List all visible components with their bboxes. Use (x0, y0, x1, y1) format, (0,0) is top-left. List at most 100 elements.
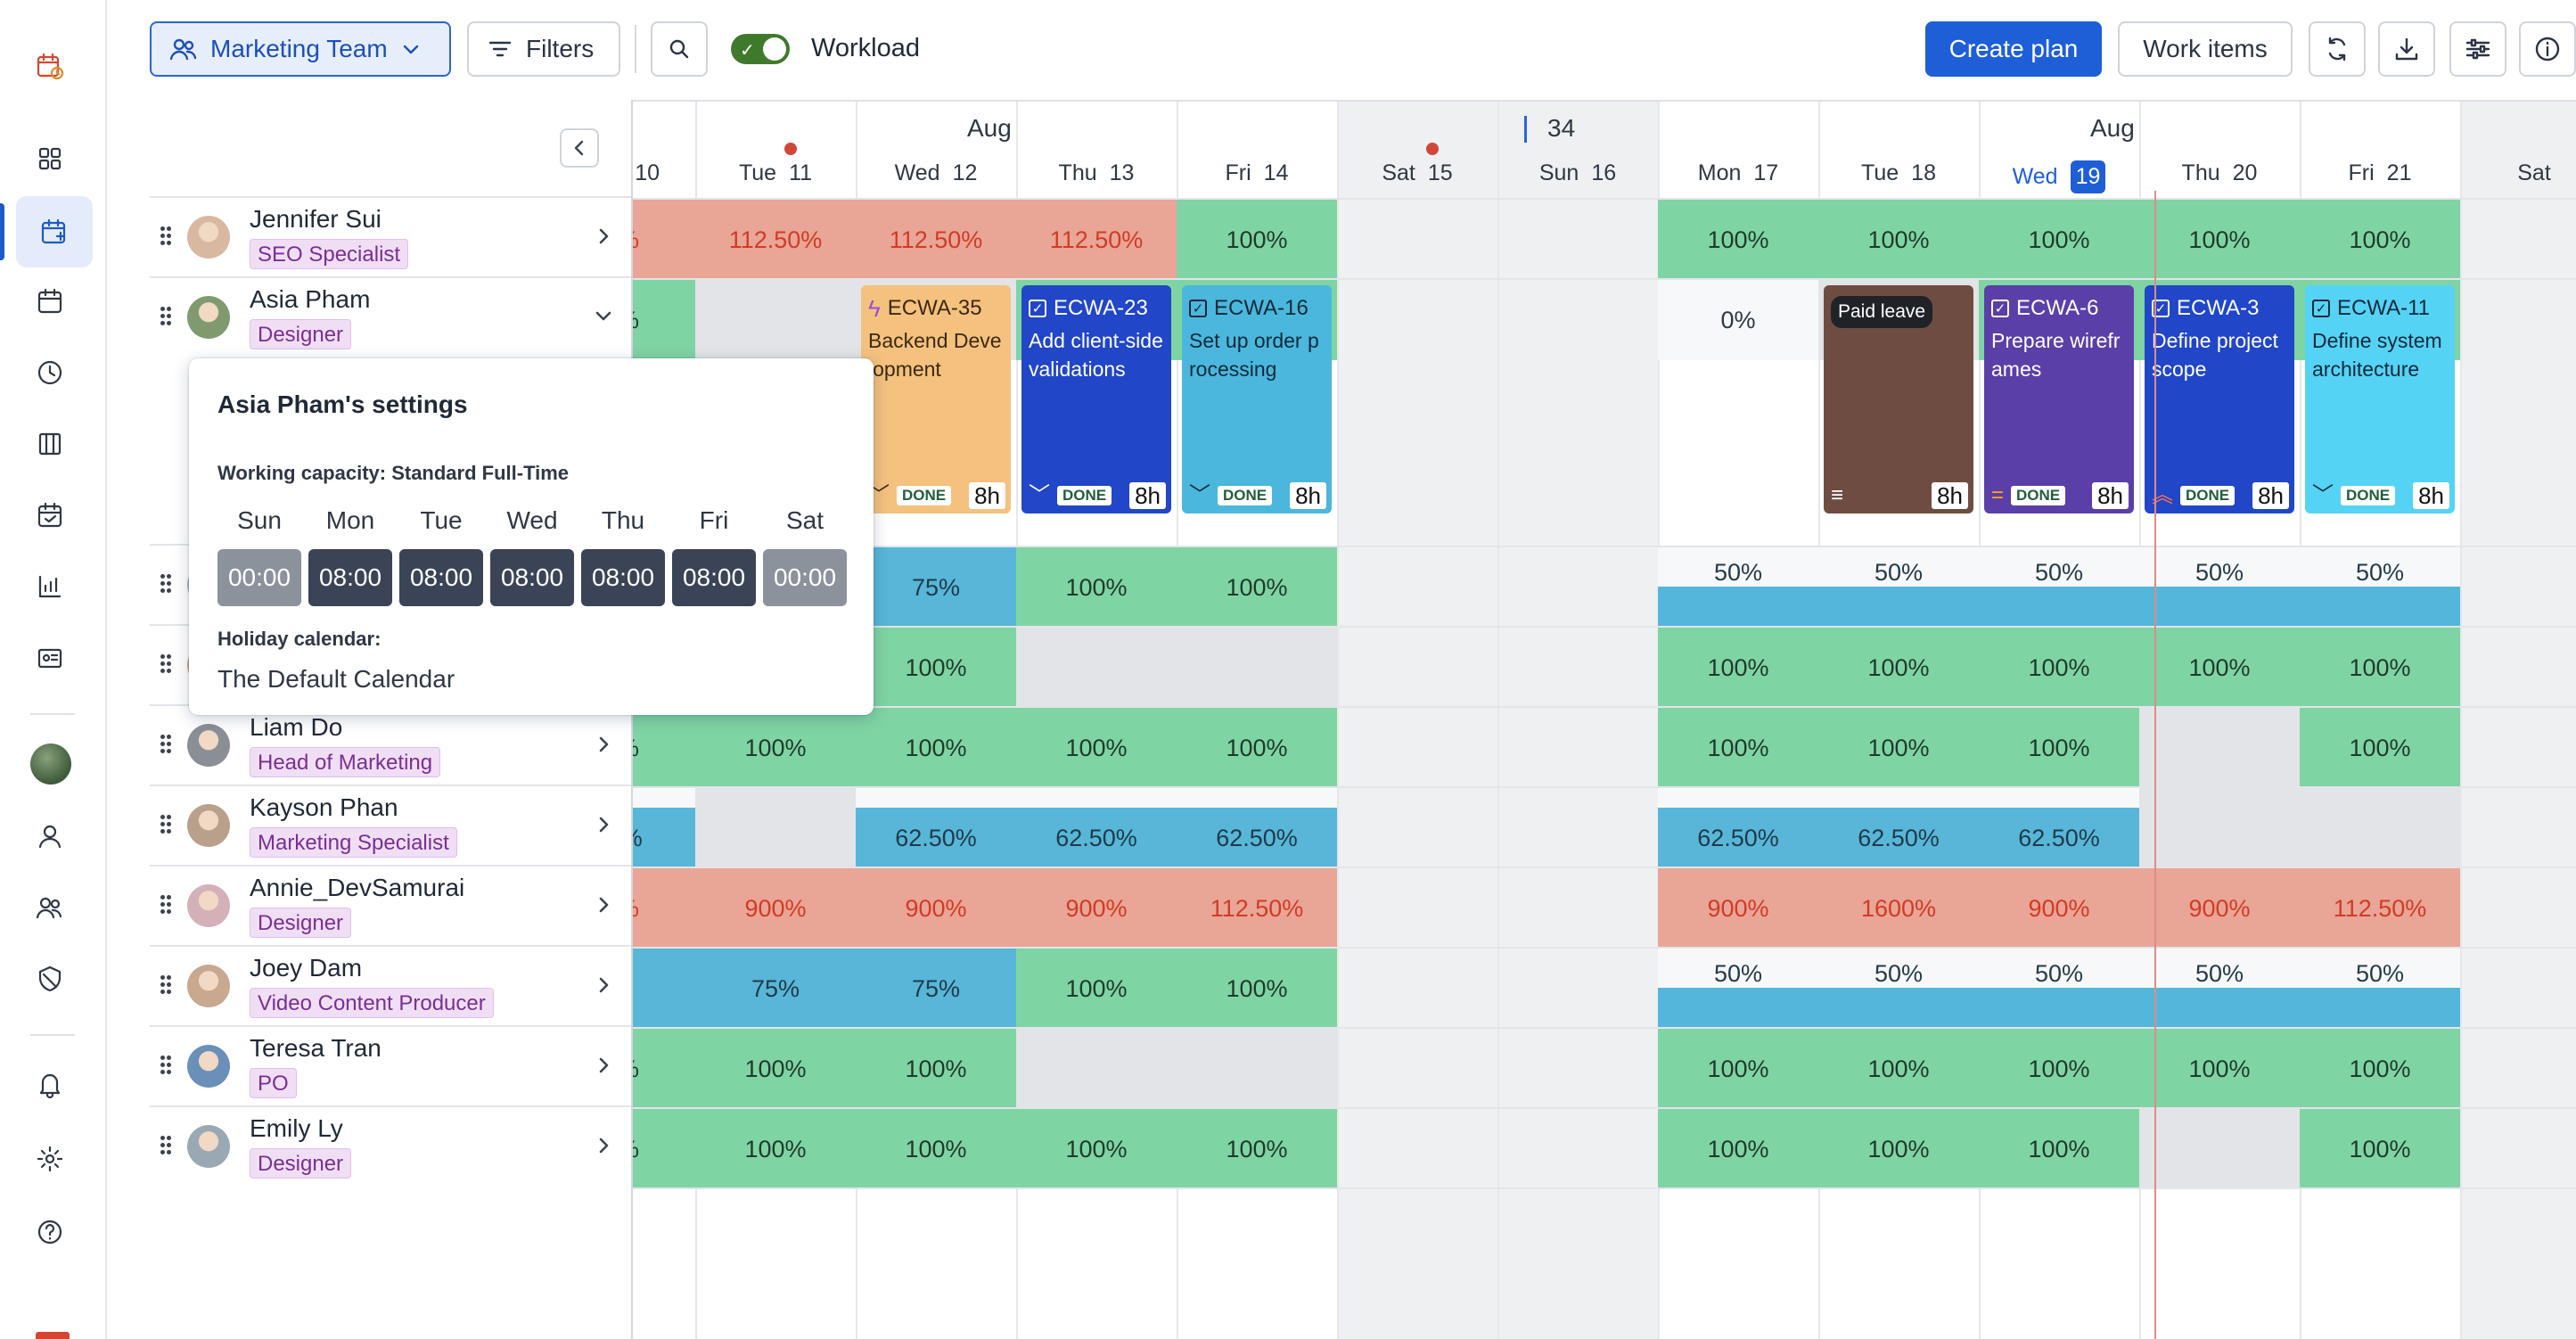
workload-cell[interactable]: 100% (1658, 628, 1818, 708)
workload-cell[interactable]: 100% (2139, 1029, 2300, 1109)
workload-cell[interactable]: 100% (1177, 1109, 1337, 1189)
person-row[interactable]: Liam Do Head of Marketing (150, 704, 631, 785)
board-columns-icon[interactable] (27, 421, 73, 467)
calendar-check-icon[interactable] (27, 492, 73, 538)
workload-cell[interactable]: 100% (1016, 949, 1177, 1029)
drag-handle-icon[interactable] (160, 1056, 173, 1075)
filters-button[interactable]: Filters (467, 21, 620, 77)
workload-cell[interactable]: 100% (1177, 200, 1337, 280)
workload-cell[interactable]: 100% (1177, 708, 1337, 788)
person-row[interactable]: Emily Ly Designer (150, 1105, 631, 1186)
task-card[interactable]: ✓ ECWA-6 Prepare wireframes = DONE 8h (1984, 285, 2134, 513)
weekday-hours-field[interactable]: 08:00 (308, 549, 392, 606)
team-icon[interactable] (27, 884, 73, 931)
workload-cell[interactable]: 00% (633, 1109, 695, 1189)
workload-cell[interactable]: 50% (1658, 547, 1818, 628)
chevron-right-icon[interactable] (594, 225, 613, 248)
workload-cell[interactable]: .50% (633, 788, 695, 868)
clock-icon[interactable] (27, 349, 73, 396)
workload-cell[interactable] (1177, 628, 1337, 708)
workload-cell[interactable]: 75% (633, 200, 695, 280)
workload-cell[interactable]: 50% (1979, 547, 2139, 628)
workload-cell[interactable]: 0% (1658, 280, 1818, 360)
workload-cell[interactable]: 100% (1818, 1029, 1979, 1109)
workload-cell[interactable]: 100% (856, 1029, 1016, 1109)
drag-handle-icon[interactable] (160, 735, 173, 754)
workload-cell[interactable]: 100% (2300, 708, 2460, 788)
shield-icon[interactable] (27, 956, 73, 1002)
chevron-right-icon[interactable] (594, 1134, 613, 1157)
weekday-hours-field[interactable]: 08:00 (672, 549, 756, 606)
workload-cell[interactable]: 100% (695, 708, 856, 788)
workload-cell[interactable]: 50% (1979, 949, 2139, 1029)
workload-cell[interactable]: 50% (2300, 547, 2460, 628)
workload-toggle[interactable]: ✓ (731, 34, 790, 64)
workload-cell[interactable]: 100% (1818, 628, 1979, 708)
user-avatar[interactable] (30, 743, 71, 785)
workload-cell[interactable]: 100% (1658, 200, 1818, 280)
workload-cell[interactable]: 900% (1016, 868, 1177, 949)
workload-cell[interactable] (695, 280, 856, 360)
workload-cell[interactable]: 75% (856, 949, 1016, 1029)
workload-cell[interactable]: 100% (2300, 628, 2460, 708)
workload-cell[interactable]: 75% (695, 949, 856, 1029)
workload-cell[interactable]: 100% (1177, 949, 1337, 1029)
drag-handle-icon[interactable] (160, 815, 173, 834)
workload-cell[interactable]: 100% (1016, 1109, 1177, 1189)
workload-cell[interactable]: 00% (633, 280, 695, 360)
workload-cell[interactable] (2139, 788, 2300, 868)
workload-cell[interactable]: 75% (856, 547, 1016, 628)
weekday-hours-field[interactable]: 00:00 (217, 549, 301, 606)
workload-cell[interactable]: 100% (2300, 200, 2460, 280)
workload-cell[interactable]: 100% (1979, 1109, 2139, 1189)
person-row[interactable]: Teresa Tran PO (150, 1025, 631, 1105)
chevron-right-icon[interactable] (594, 1054, 613, 1077)
workload-cell[interactable]: 00% (633, 708, 695, 788)
workload-cell[interactable]: 100% (1658, 1109, 1818, 1189)
timesheet-icon[interactable] (27, 635, 73, 681)
workload-cell[interactable]: 900% (856, 868, 1016, 949)
task-card[interactable]: ✓ ECWA-16 Set up order processing ﹀ DONE 8h (1182, 285, 1332, 513)
refresh-button[interactable] (2309, 21, 2366, 77)
drag-handle-icon[interactable] (160, 574, 173, 594)
workload-cell[interactable]: 100% (1016, 547, 1177, 628)
weekday-hours-field[interactable]: 00:00 (763, 549, 847, 606)
workload-cell[interactable]: 112.50% (2300, 868, 2460, 949)
drag-handle-icon[interactable] (160, 975, 173, 995)
workload-cell[interactable]: 62.50% (1818, 788, 1979, 868)
workload-cell[interactable]: 900% (1979, 868, 2139, 949)
workload-cell[interactable] (695, 788, 856, 868)
person-icon[interactable] (27, 813, 73, 859)
workload-cell[interactable]: 100% (1658, 1029, 1818, 1109)
workload-cell[interactable]: 62.50% (1658, 788, 1818, 868)
workload-cell[interactable]: 100% (695, 1109, 856, 1189)
workload-cell[interactable] (2300, 788, 2460, 868)
workload-cell[interactable]: 50% (1658, 949, 1818, 1029)
workload-cell[interactable]: 112.50% (856, 200, 1016, 280)
holiday-calendar-value[interactable]: The Default Calendar (217, 665, 455, 693)
team-planner-icon[interactable] (16, 196, 93, 267)
workload-cell[interactable]: 100% (1979, 708, 2139, 788)
chevron-right-icon[interactable] (594, 813, 613, 836)
workload-cell[interactable]: 100% (1818, 200, 1979, 280)
workload-cell[interactable]: 100% (856, 1109, 1016, 1189)
workload-cell[interactable]: 900% (1658, 868, 1818, 949)
workload-cell[interactable] (1016, 628, 1177, 708)
workload-cell[interactable]: 5% (633, 949, 695, 1029)
task-card[interactable]: ϟ ECWA-35 Backend Development ﹀ DONE 8h (861, 285, 1011, 513)
calendar-icon[interactable] (27, 278, 73, 324)
workload-cell[interactable]: 62.50% (1979, 788, 2139, 868)
workload-cell[interactable]: 100% (1658, 708, 1818, 788)
workload-cell[interactable]: 100% (695, 1029, 856, 1109)
drag-handle-icon[interactable] (160, 307, 173, 326)
view-settings-button[interactable] (2449, 21, 2506, 77)
workload-cell[interactable]: 100% (1818, 1109, 1979, 1189)
workload-cell[interactable]: 50% (2139, 949, 2300, 1029)
workload-cell[interactable]: 50% (2139, 547, 2300, 628)
workload-cell[interactable]: 100% (1979, 200, 2139, 280)
task-card[interactable]: ✓ ECWA-23 Add client-side validations ﹀ DONE… (1021, 285, 1171, 513)
info-button[interactable] (2519, 21, 2576, 77)
workload-cell[interactable]: 112.50% (1016, 200, 1177, 280)
workload-cell[interactable]: 62.50% (1177, 788, 1337, 868)
chevron-right-icon[interactable] (594, 973, 613, 997)
